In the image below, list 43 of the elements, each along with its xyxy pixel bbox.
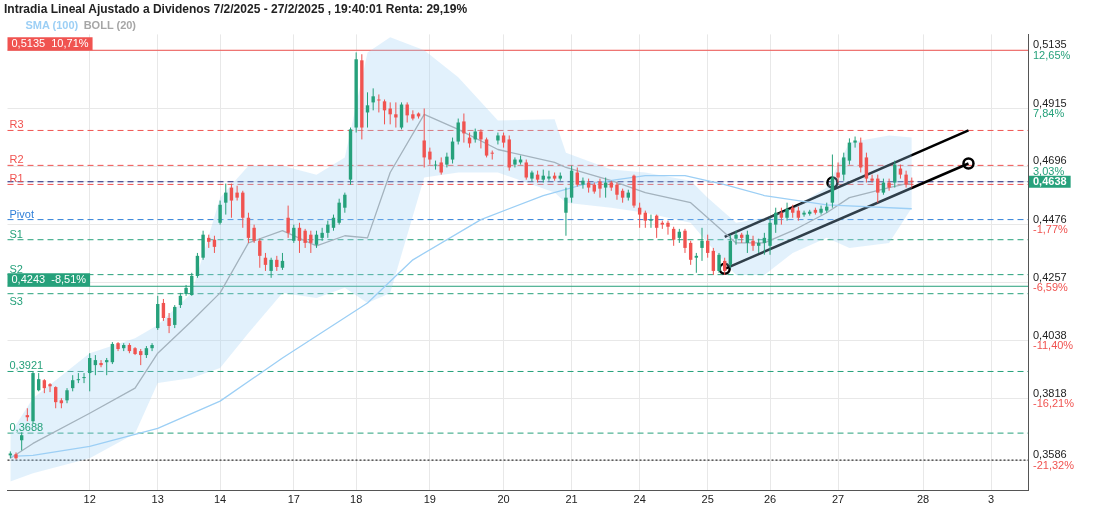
ref-line-label: 0,5135 10,71% [11, 37, 89, 50]
x-tick-label: 19 [423, 493, 436, 506]
chart-title: Intradia Lineal Ajustado a Dividenos 7/2/2025 - 27/2/2025 , 19:40:01 Renta: 29,19% [4, 1, 468, 16]
x-tick-label: 17 [287, 493, 300, 506]
y2-tick-label: -16,21% [1033, 397, 1075, 410]
ref-line-label: 0,3688 [9, 421, 44, 434]
y2-tick-label: 3,03% [1033, 165, 1065, 178]
y-tick-label: 0,4476 [1033, 212, 1067, 225]
ref-line-label: R3 [9, 118, 24, 131]
text: SMA (100) [25, 19, 79, 32]
x-tick-label: 24 [633, 493, 646, 506]
y2-tick-label: 7,84% [1033, 107, 1065, 120]
ref-line-label: S3 [9, 294, 23, 307]
x-tick-label: 27 [831, 493, 845, 506]
x-tick-label: 3 [988, 493, 995, 506]
y-tick-label: 0,5135 [1033, 38, 1067, 51]
ref-line-label: S2 [9, 262, 23, 275]
ref-line-label: 0,4243 -8,51% [11, 273, 87, 286]
y-tick-label: 0,3586 [1033, 448, 1067, 461]
x-tick-label: 12 [83, 493, 96, 506]
x-tick-label: 14 [213, 493, 227, 506]
x-tick-label: 20 [497, 493, 510, 506]
ref-line-label: R2 [9, 153, 24, 166]
y-tick-label: 0,4038 [1033, 328, 1067, 341]
x-tick-label: 26 [763, 493, 777, 506]
ref-line-label: Pivot [9, 207, 34, 220]
y2-tick-label: -21,32% [1033, 459, 1075, 472]
y2-tick-label: 12,65% [1033, 49, 1071, 62]
y-tick-label: 0,4257 [1033, 270, 1067, 283]
x-tick-label: 21 [565, 493, 578, 506]
ref-line-label: 0,3921 [9, 359, 44, 372]
x-tick-label: 13 [151, 493, 164, 506]
y2-tick-label: -6,59% [1033, 281, 1069, 294]
y-tick-label: 0,4915 [1033, 96, 1067, 109]
ref-line-label: S1 [9, 227, 23, 240]
y-tick-label: 0,4696 [1033, 154, 1067, 167]
y-tick-label: 0,3818 [1033, 386, 1067, 399]
x-tick-label: 28 [916, 493, 930, 506]
x-tick-label: 18 [350, 493, 363, 506]
x-tick-label: 25 [701, 493, 714, 506]
y2-tick-label: -11,40% [1033, 339, 1074, 352]
y2-tick-label: -1,77% [1033, 223, 1069, 236]
text: BOLL (20) [83, 19, 137, 32]
